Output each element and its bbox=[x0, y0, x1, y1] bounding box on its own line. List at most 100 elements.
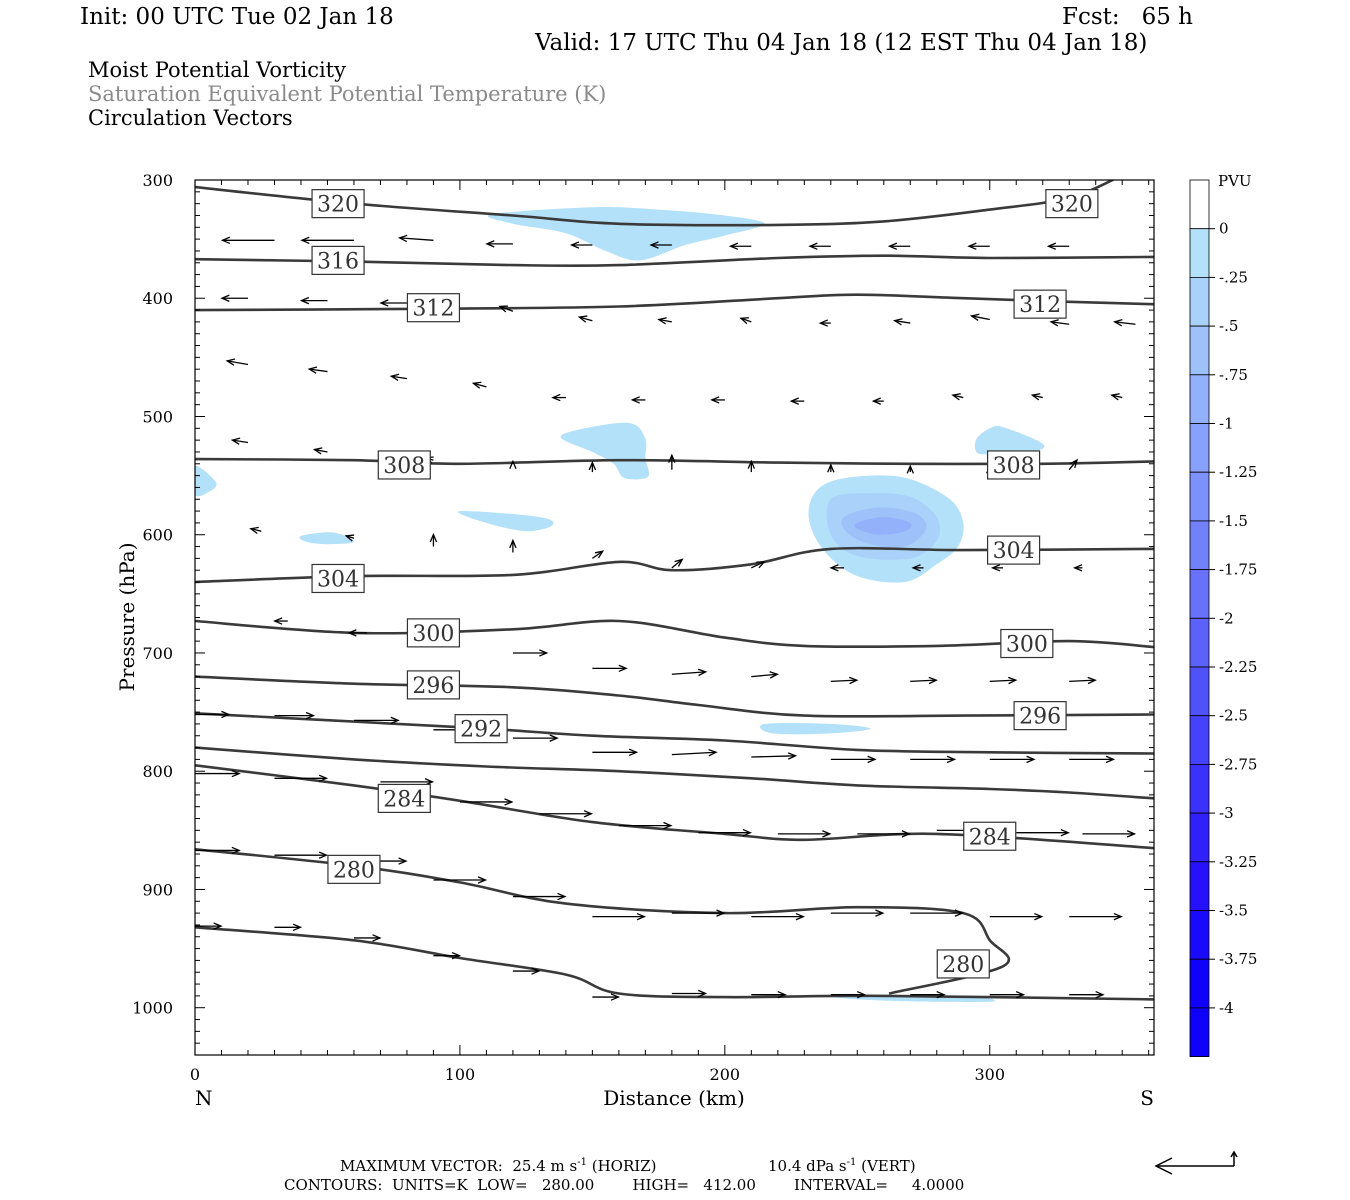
circulation-vector bbox=[751, 561, 766, 569]
circulation-vector bbox=[353, 934, 382, 942]
theta-es-contour-288 bbox=[195, 746, 1154, 800]
colorbar-tick-label: -1 bbox=[1219, 415, 1234, 433]
circulation-vector bbox=[671, 748, 718, 757]
circulation-vector bbox=[671, 909, 726, 917]
theta-es-contour-320 bbox=[195, 180, 1116, 227]
circulation-vector bbox=[592, 912, 647, 921]
contour-label-text: 296 bbox=[1019, 705, 1061, 730]
circulation-vector bbox=[225, 358, 249, 366]
colorbar-tick-label: -2.25 bbox=[1219, 658, 1257, 676]
x-tick-label: 0 bbox=[190, 1065, 200, 1084]
contour-label: 296 bbox=[1013, 701, 1067, 731]
circulation-vector bbox=[751, 671, 779, 679]
circulation-vector bbox=[429, 532, 438, 547]
circulation-vector bbox=[989, 676, 1018, 685]
circulation-vector bbox=[433, 951, 462, 960]
contour-label: 280 bbox=[936, 949, 990, 979]
contours-info: CONTOURS: UNITS=K LOW= 280.00 HIGH= 412.… bbox=[284, 1176, 965, 1194]
contour-label-text: 292 bbox=[460, 718, 502, 743]
colorbar-tick-label: -2.5 bbox=[1219, 707, 1248, 725]
circulation-vector bbox=[195, 769, 241, 778]
circulation-vector bbox=[910, 755, 957, 764]
colorbar-swatch bbox=[1189, 325, 1210, 376]
contour-label: 304 bbox=[986, 535, 1041, 565]
mpv-region bbox=[487, 207, 765, 261]
contour-label: 304 bbox=[311, 563, 365, 594]
circulation-vector bbox=[379, 299, 407, 307]
max-vector-vert: 10.4 dPa s-1 (VERT) bbox=[768, 1157, 916, 1175]
circulation-vector bbox=[509, 538, 517, 553]
circulation-vector bbox=[592, 993, 621, 1001]
circulation-vector bbox=[389, 373, 408, 382]
circulation-vector bbox=[397, 234, 434, 243]
contour-label: 280 bbox=[327, 854, 381, 884]
circulation-vector bbox=[857, 830, 911, 838]
circulation-vector bbox=[830, 990, 867, 999]
colorbar-tick-label: 0 bbox=[1219, 220, 1229, 238]
circulation-vector bbox=[195, 710, 231, 719]
circulation-vector bbox=[512, 649, 549, 657]
circulation-vector bbox=[1110, 393, 1123, 401]
colorbar-tick-label: -1.5 bbox=[1219, 512, 1248, 530]
reference-vector-icon bbox=[1154, 1150, 1238, 1175]
contour-label-text: 320 bbox=[317, 193, 359, 218]
circulation-vector bbox=[1046, 242, 1070, 250]
circulation-vector bbox=[498, 305, 514, 313]
colorbar-swatch bbox=[1189, 471, 1210, 522]
colorbar-tick-label: -1.75 bbox=[1219, 561, 1257, 579]
mpv-region bbox=[759, 722, 871, 735]
theta-es-contour-312 bbox=[195, 293, 1154, 312]
contour-label: 320 bbox=[1045, 189, 1099, 219]
circulation-vector bbox=[710, 396, 725, 404]
circulation-vector bbox=[830, 909, 885, 917]
y-tick-label: 500 bbox=[142, 407, 173, 426]
circulation-vector bbox=[728, 242, 752, 250]
contour-label: 300 bbox=[1000, 628, 1054, 659]
circulation-vector bbox=[220, 294, 248, 302]
init-time: Init: 00 UTC Tue 02 Jan 18 bbox=[80, 4, 394, 30]
circulation-vector bbox=[668, 453, 676, 470]
colorbar-tick-label: -2.75 bbox=[1219, 755, 1257, 773]
circulation-vector bbox=[195, 846, 241, 855]
colorbar-swatch bbox=[1189, 179, 1210, 230]
colorbar-tick-label: -2 bbox=[1219, 609, 1234, 627]
legend-vectors: Circulation Vectors bbox=[88, 106, 293, 130]
colorbar-swatch bbox=[1189, 910, 1210, 960]
circulation-vector bbox=[274, 923, 303, 932]
circulation-vector bbox=[1073, 564, 1083, 572]
legend-theta-es: Saturation Equivalent Potential Temperat… bbox=[88, 82, 607, 106]
contour-label: 316 bbox=[311, 245, 365, 276]
circulation-vector bbox=[827, 463, 835, 473]
circulation-vector bbox=[893, 318, 911, 326]
y-tick-label: 1000 bbox=[132, 999, 173, 1018]
circulation-vector bbox=[588, 460, 597, 473]
circulation-vector bbox=[1016, 828, 1070, 837]
colorbar-swatch bbox=[1189, 666, 1210, 717]
theta-es-contour-284 bbox=[195, 764, 1154, 850]
circulation-vector bbox=[808, 242, 831, 250]
theta-es-contour-292 bbox=[195, 712, 1154, 755]
circulation-vector bbox=[967, 242, 990, 250]
circulation-vector bbox=[300, 236, 354, 245]
y-tick-label: 900 bbox=[142, 880, 173, 899]
north-label: N bbox=[195, 1086, 213, 1110]
colorbar-tick-label: -3.5 bbox=[1219, 902, 1248, 920]
colorbar-swatch bbox=[1189, 569, 1210, 619]
circulation-vector bbox=[739, 317, 752, 325]
circulation-vector bbox=[751, 912, 805, 921]
circulation-vector bbox=[618, 821, 673, 830]
legend-mpv: Moist Potential Vorticity bbox=[88, 58, 346, 82]
circulation-vector bbox=[230, 437, 249, 445]
contour-label: 312 bbox=[1013, 289, 1067, 319]
y-tick-label: 300 bbox=[142, 171, 173, 190]
circulation-vector bbox=[220, 236, 275, 245]
circulation-vector bbox=[274, 774, 329, 783]
circulation-vector bbox=[671, 668, 708, 677]
circulation-vector bbox=[299, 296, 328, 305]
circulation-vector bbox=[630, 396, 646, 404]
circulation-vector bbox=[830, 755, 877, 764]
circulation-vector bbox=[657, 317, 672, 325]
circulation-vector bbox=[777, 830, 832, 838]
contour-label: 308 bbox=[377, 450, 431, 480]
circulation-vector bbox=[509, 459, 517, 470]
